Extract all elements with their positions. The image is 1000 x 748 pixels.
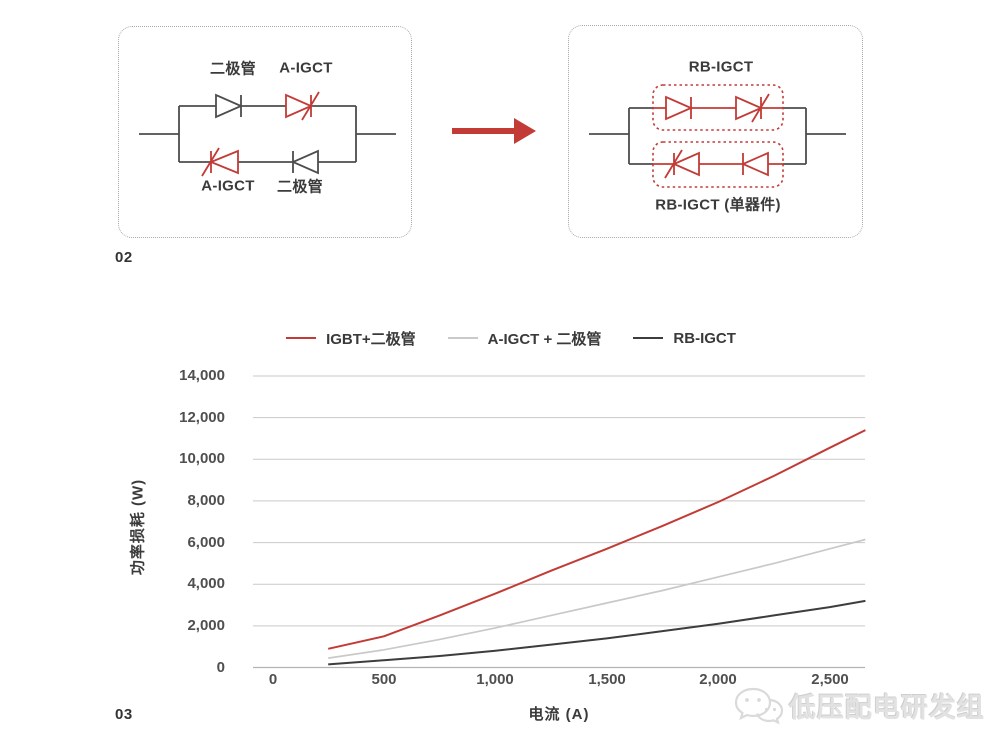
legend-label: A-IGCT + 二极管 <box>487 330 602 348</box>
series-line <box>328 599 866 666</box>
y-tick-label: 0 <box>216 659 225 676</box>
x-tick-label: 2,000 <box>699 671 737 688</box>
igct-icon <box>664 149 700 179</box>
legend-item-aigct-diode: A-IGCT + 二极管 <box>447 328 602 349</box>
series-line <box>327 429 866 650</box>
watermark-text: 低压配电研发组 <box>789 692 985 723</box>
y-tick-label: 2,000 <box>187 617 225 634</box>
discrete-circuit-schematic <box>139 91 396 177</box>
circuit-box-rb-igct: RB-IGCT RB-IGCT (单器件) <box>568 25 863 238</box>
igct-icon <box>735 93 770 123</box>
legend-line-red-icon <box>286 337 317 339</box>
label-aigct-bottom: A-IGCT <box>201 177 255 195</box>
y-axis-title: 功率损耗 (W) <box>129 478 147 576</box>
legend-line-black-icon <box>633 337 664 339</box>
label-rb-igct-top: RB-IGCT <box>688 58 754 76</box>
rb-igct-circuit-schematic <box>589 84 846 188</box>
wechat-icon <box>734 687 784 725</box>
label-aigct-top: A-IGCT <box>279 59 333 77</box>
circuit-box-discrete: 二极管 A-IGCT A-IGCT 二极管 <box>118 26 412 238</box>
transform-arrow-icon <box>452 118 536 144</box>
x-tick-label: 1,000 <box>476 671 514 688</box>
legend-line-gray-icon <box>447 337 478 339</box>
diode-icon <box>290 149 319 175</box>
y-tick-label: 8,000 <box>187 492 225 509</box>
figure-02-number: 02 <box>115 249 133 266</box>
series-line <box>328 538 866 659</box>
figure-03-number: 03 <box>115 706 133 723</box>
chart-legend: IGBT+二极管 A-IGCT + 二极管 RB-IGCT <box>0 328 1000 348</box>
label-rb-igct-bottom: RB-IGCT (单器件) <box>655 196 781 214</box>
diode-icon <box>740 151 769 177</box>
label-diode-top: 二极管 <box>210 60 256 78</box>
legend-item-igbt-diode: IGBT+二极管 <box>286 328 416 349</box>
x-tick-label: 1,500 <box>588 671 626 688</box>
label-diode-bottom: 二极管 <box>277 178 323 196</box>
a-igct-icon <box>285 91 320 121</box>
a-igct-icon <box>201 147 239 177</box>
diode-icon <box>215 93 244 119</box>
legend-item-rb-igct: RB-IGCT <box>633 330 736 347</box>
x-tick-label: 0 <box>268 671 278 688</box>
x-axis-title: 电流 (A) <box>528 706 590 723</box>
x-tick-label: 500 <box>371 671 397 688</box>
legend-label: RB-IGCT <box>673 329 736 347</box>
x-tick-label: 2,500 <box>811 671 849 688</box>
legend-label: IGBT+二极管 <box>326 330 416 348</box>
diode-icon <box>665 95 694 121</box>
y-tick-label: 10,000 <box>179 450 225 467</box>
watermark: 低压配电研发组 <box>733 685 985 725</box>
y-tick-label: 12,000 <box>179 409 225 426</box>
y-tick-label: 6,000 <box>187 534 225 551</box>
y-tick-label: 14,000 <box>179 367 225 384</box>
y-tick-label: 4,000 <box>187 575 225 592</box>
